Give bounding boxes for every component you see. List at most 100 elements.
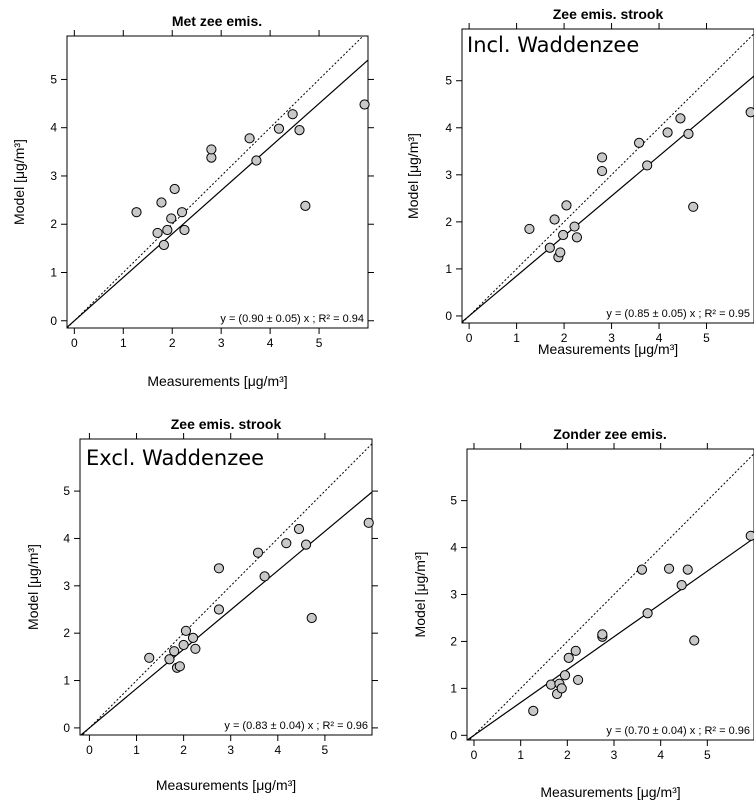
x-tick-label: 0 <box>71 336 78 350</box>
data-point <box>259 571 270 582</box>
data-point <box>179 224 190 236</box>
x-tick-label: 2 <box>564 748 571 762</box>
data-point <box>572 674 584 686</box>
data-point <box>287 109 298 120</box>
x-tick-label: 1 <box>513 331 520 345</box>
data-point <box>162 224 173 236</box>
reference-line-1to1 <box>462 33 754 323</box>
data-point <box>561 200 572 211</box>
y-tick-label: 4 <box>445 121 452 135</box>
x-axis-label: Measurements [μg/m³] <box>540 784 680 800</box>
data-point <box>244 133 255 144</box>
data-point <box>675 113 686 124</box>
y-axis-label: Model [μg/m³] <box>412 552 428 638</box>
data-point <box>180 625 192 636</box>
regression-equation: y = (0.83 ± 0.04) x ; R² = 0.96 <box>224 720 368 732</box>
data-point <box>633 137 645 148</box>
data-point <box>363 517 374 528</box>
data-point <box>549 214 560 225</box>
data-point <box>306 612 317 624</box>
y-tick-label: 5 <box>450 494 457 508</box>
x-axis-label: Measurements [μg/m³] <box>156 777 296 793</box>
data-point <box>682 564 693 575</box>
panel-title: Met zee emis. <box>172 13 262 29</box>
y-tick-label: 3 <box>445 168 452 182</box>
x-tick-label: 5 <box>704 748 711 762</box>
data-point <box>636 564 648 575</box>
y-tick-label: 0 <box>450 728 457 742</box>
fit-line <box>80 491 372 735</box>
data-point <box>689 635 700 646</box>
data-point <box>524 223 535 235</box>
data-point <box>273 123 285 134</box>
data-point <box>213 563 225 574</box>
y-tick-label: 1 <box>450 681 457 695</box>
data-point <box>206 144 217 155</box>
data-point <box>545 679 557 690</box>
data-point <box>152 227 163 239</box>
y-axis-label: Model [μg/m³] <box>405 133 421 219</box>
y-tick-label: 4 <box>450 541 457 555</box>
data-point <box>252 547 264 558</box>
x-tick-label: 3 <box>227 743 234 757</box>
x-tick-label: 3 <box>608 331 615 345</box>
panel-zee-emis-strook-incl: Zee emis. strook Incl. Waddenzee 0 1 2 3 4 5 0… <box>405 6 754 357</box>
y-tick-label: 5 <box>50 72 57 86</box>
y-tick-label: 1 <box>445 262 452 276</box>
data-point <box>156 197 167 208</box>
x-tick-label: 4 <box>274 743 281 757</box>
x-tick-label: 5 <box>316 336 323 350</box>
data-point <box>251 155 262 166</box>
data-point <box>176 207 188 218</box>
y-tick-label: 1 <box>63 674 70 688</box>
data-point <box>596 165 608 177</box>
data-point <box>158 239 170 251</box>
data-point <box>166 213 177 224</box>
x-tick-label: 2 <box>169 336 176 350</box>
y-tick-label: 2 <box>450 634 457 648</box>
data-point <box>190 643 201 654</box>
regression-equation: y = (0.85 ± 0.05) x ; R² = 0.95 <box>606 308 750 320</box>
data-point <box>528 705 539 717</box>
data-point <box>359 99 370 110</box>
reference-line-1to1 <box>67 36 364 328</box>
data-point <box>164 654 175 665</box>
data-point <box>169 183 180 195</box>
reference-line-1to1 <box>81 443 372 735</box>
data-point <box>169 646 180 657</box>
x-tick-label: 5 <box>322 743 329 757</box>
x-tick-label: 0 <box>466 331 473 345</box>
data-point <box>131 207 142 218</box>
data-point <box>745 107 754 118</box>
data-point <box>187 632 199 644</box>
data-point <box>662 127 673 138</box>
x-tick-label: 1 <box>120 336 127 350</box>
regression-equation: y = (0.90 ± 0.05) x ; R² = 0.94 <box>220 313 364 325</box>
data-point <box>683 128 694 139</box>
y-tick-label: 4 <box>50 121 57 135</box>
fit-line <box>467 537 754 740</box>
data-point <box>558 229 569 241</box>
plot-frame <box>466 448 754 741</box>
x-axis-label: Measurements [μg/m³] <box>147 373 287 389</box>
data-point <box>642 160 653 171</box>
regression-equation: y = (0.70 ± 0.04) x ; R² = 0.96 <box>606 725 750 737</box>
x-tick-label: 2 <box>561 331 568 345</box>
x-tick-label: 3 <box>611 748 618 762</box>
data-point <box>213 604 225 615</box>
data-point <box>281 538 292 549</box>
data-point <box>596 152 608 163</box>
data-point <box>688 201 699 212</box>
x-tick-label: 0 <box>86 743 93 757</box>
data-point <box>571 232 583 243</box>
data-point <box>745 530 754 541</box>
y-axis-label: Model [μg/m³] <box>25 544 41 630</box>
reference-line-1to1 <box>468 452 754 740</box>
panel-title: Zee emis. strook <box>553 6 664 22</box>
x-tick-label: 3 <box>218 336 225 350</box>
data-point <box>597 629 608 640</box>
panel-zee-emis-strook-excl: Zee emis. strook Excl. Waddenzee 0 1 2 3 4 5 0… <box>25 416 378 793</box>
x-tick-label: 4 <box>267 336 274 350</box>
y-axis-label: Model [μg/m³] <box>11 139 27 225</box>
